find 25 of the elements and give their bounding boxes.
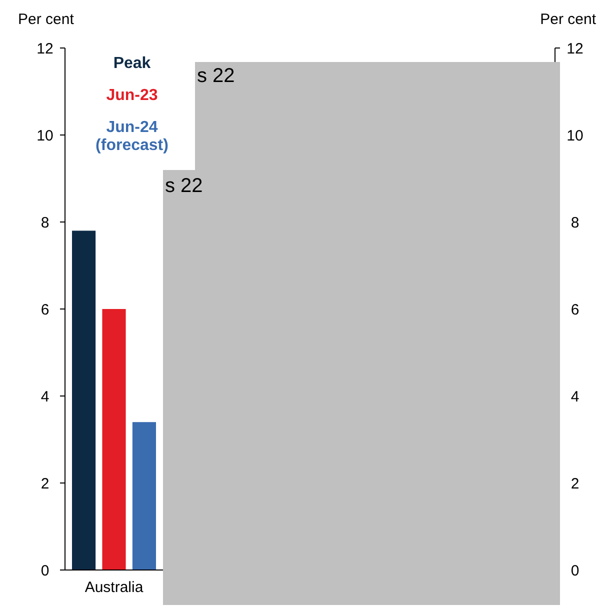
y2-tick-label: 2 [570, 475, 580, 492]
y2-tick-label: 4 [570, 388, 580, 406]
y-tick-label: 0 [40, 562, 50, 580]
y-tick-label: 10 [36, 127, 54, 144]
bar [132, 422, 156, 570]
y2-axis-title: Per cent [540, 11, 597, 28]
y2-tick-label: 6 [570, 301, 580, 318]
y2-tick-label: 0 [570, 562, 580, 580]
y-tick-label: 4 [40, 388, 50, 406]
annotation: s 22 [197, 65, 235, 87]
bar [102, 309, 126, 570]
y-tick-label: 6 [40, 301, 50, 318]
y2-tick-label: 12 [566, 40, 584, 58]
annotation: s 22 [165, 175, 203, 197]
y-tick-label: 2 [40, 475, 50, 492]
y-axis-title: Per cent [18, 11, 75, 28]
text: Peak [113, 55, 151, 72]
y-tick-label: 8 [40, 214, 50, 232]
x-tick-label: Australia [84, 579, 144, 596]
y2-tick-label: 10 [566, 127, 584, 144]
text: Jun-24 (forecast) [96, 119, 168, 154]
text: Jun-23 [106, 87, 158, 104]
y2-tick-label: 8 [570, 214, 580, 232]
bar [72, 230, 96, 570]
y-tick-label: 12 [36, 40, 54, 58]
